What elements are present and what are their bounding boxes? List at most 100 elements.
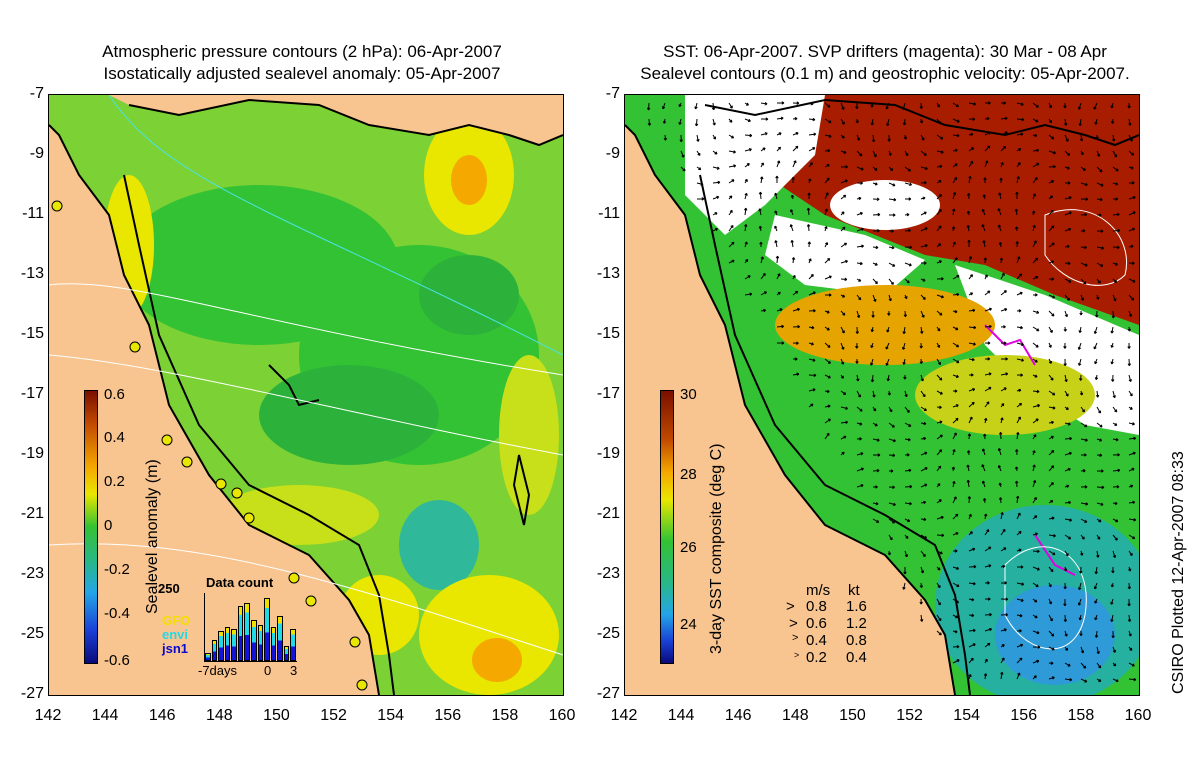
velocity-vector — [982, 240, 986, 248]
right-lon-tick: 156 — [1010, 707, 1038, 724]
velocity-vector — [904, 197, 912, 201]
velocity-vector — [903, 566, 907, 575]
velocity-vector — [952, 133, 960, 138]
left-lon-tick: 144 — [91, 707, 119, 724]
velocity-vector — [1032, 257, 1039, 264]
velocity-vector — [1096, 534, 1101, 540]
velocity-vector — [888, 150, 892, 156]
velocity-vector — [1015, 495, 1020, 504]
velocity-vector — [1064, 500, 1072, 505]
velocity-vector — [888, 213, 896, 217]
velocity-vector — [758, 191, 763, 200]
velocity-vector — [1032, 133, 1038, 138]
velocity-vector — [744, 258, 749, 264]
velocity-vector — [1080, 166, 1086, 171]
velocity-vector — [1111, 134, 1116, 142]
velocity-vector — [888, 438, 896, 443]
velocity-vector — [824, 226, 828, 232]
velocity-vector — [1079, 134, 1084, 142]
velocity-vector — [1032, 675, 1037, 680]
tide-gauge — [288, 572, 300, 584]
velocity-vector — [694, 102, 698, 110]
velocity-vector — [920, 261, 927, 265]
left-lon-tick: 156 — [434, 707, 462, 724]
velocity-vector — [968, 342, 976, 346]
velocity-vector — [760, 308, 767, 313]
velocity-vector — [792, 290, 799, 296]
velocity-vector — [920, 294, 926, 300]
velocity-vector — [1094, 374, 1099, 380]
velocity-vector — [1032, 582, 1039, 588]
velocity-vector — [998, 482, 1002, 488]
velocity-vector — [888, 469, 894, 473]
data-count-bar — [264, 597, 270, 661]
velocity-vector — [967, 192, 971, 200]
velocity-vector — [776, 146, 782, 152]
velocity-vector — [1096, 213, 1102, 217]
velocity-vector — [1080, 406, 1085, 413]
velocity-vector — [1064, 118, 1068, 126]
velocity-vector — [856, 294, 862, 301]
velocity-vector — [856, 261, 863, 266]
velocity-vector — [1064, 211, 1072, 216]
left-title-line2: Isostatically adjusted sealevel anomaly:… — [103, 64, 501, 83]
velocity-vector — [1128, 436, 1137, 441]
velocity-vector — [807, 241, 812, 248]
data-count-bar — [244, 602, 250, 661]
velocity-vector — [1048, 164, 1056, 169]
left-lon-tick: 142 — [34, 707, 62, 724]
velocity-vector — [984, 131, 991, 136]
data-count-bar — [283, 646, 290, 661]
velocity-vector — [1064, 436, 1073, 441]
velocity-legend-ms: 0.4 — [806, 632, 827, 649]
velocity-vector — [1096, 166, 1103, 173]
tide-gauge — [231, 487, 243, 499]
velocity-vector — [679, 134, 683, 143]
velocity-vector — [792, 341, 799, 345]
velocity-vector — [1111, 374, 1115, 382]
velocity-vector — [1112, 166, 1119, 172]
velocity-vector — [840, 242, 848, 248]
velocity-vector — [1112, 468, 1121, 473]
sst-tick: 28 — [680, 466, 697, 483]
reef-2 — [512, 454, 531, 526]
velocity-vector — [952, 644, 960, 649]
velocity-vector — [1064, 196, 1072, 200]
velocity-vector — [1128, 310, 1133, 317]
velocity-vector — [1000, 325, 1006, 329]
sst-land-australia — [625, 125, 955, 695]
tide-gauge — [215, 478, 227, 490]
velocity-vector — [855, 358, 859, 364]
velocity-vector — [997, 224, 1002, 232]
velocity-vector — [856, 150, 863, 157]
velocity-vector — [855, 102, 859, 110]
left-lat-tick: -17 — [20, 385, 44, 402]
velocity-vector — [936, 405, 942, 410]
velocity-vector — [872, 406, 877, 412]
velocity-vector — [904, 228, 911, 233]
velocity-vector — [904, 501, 912, 506]
velocity-vector — [1128, 134, 1133, 142]
velocity-vector — [1096, 518, 1102, 523]
velocity-vector — [904, 245, 913, 250]
velocity-vector — [872, 485, 878, 489]
velocity-vector — [1080, 469, 1086, 473]
velocity-vector — [1064, 278, 1072, 283]
velocity-vector — [776, 116, 784, 120]
velocity-vector — [1032, 659, 1040, 664]
sealevel-tick: -0.2 — [104, 561, 130, 578]
velocity-vector — [1064, 310, 1069, 318]
velocity-vector — [1080, 294, 1085, 301]
velocity-vector — [1096, 550, 1100, 558]
velocity-vector — [1128, 518, 1137, 522]
right-lat-tick: -11 — [598, 205, 620, 222]
velocity-vector — [824, 342, 831, 348]
data-count-ymax: 250 — [158, 581, 180, 596]
velocity-vector — [1032, 293, 1038, 297]
velocity-vector — [856, 211, 863, 216]
right-lat-tick: -9 — [605, 145, 620, 162]
velocity-vector — [1080, 245, 1087, 250]
velocity-vector — [806, 207, 811, 216]
velocity-vector — [920, 227, 928, 232]
sealevel-tick: 0.2 — [104, 473, 125, 490]
